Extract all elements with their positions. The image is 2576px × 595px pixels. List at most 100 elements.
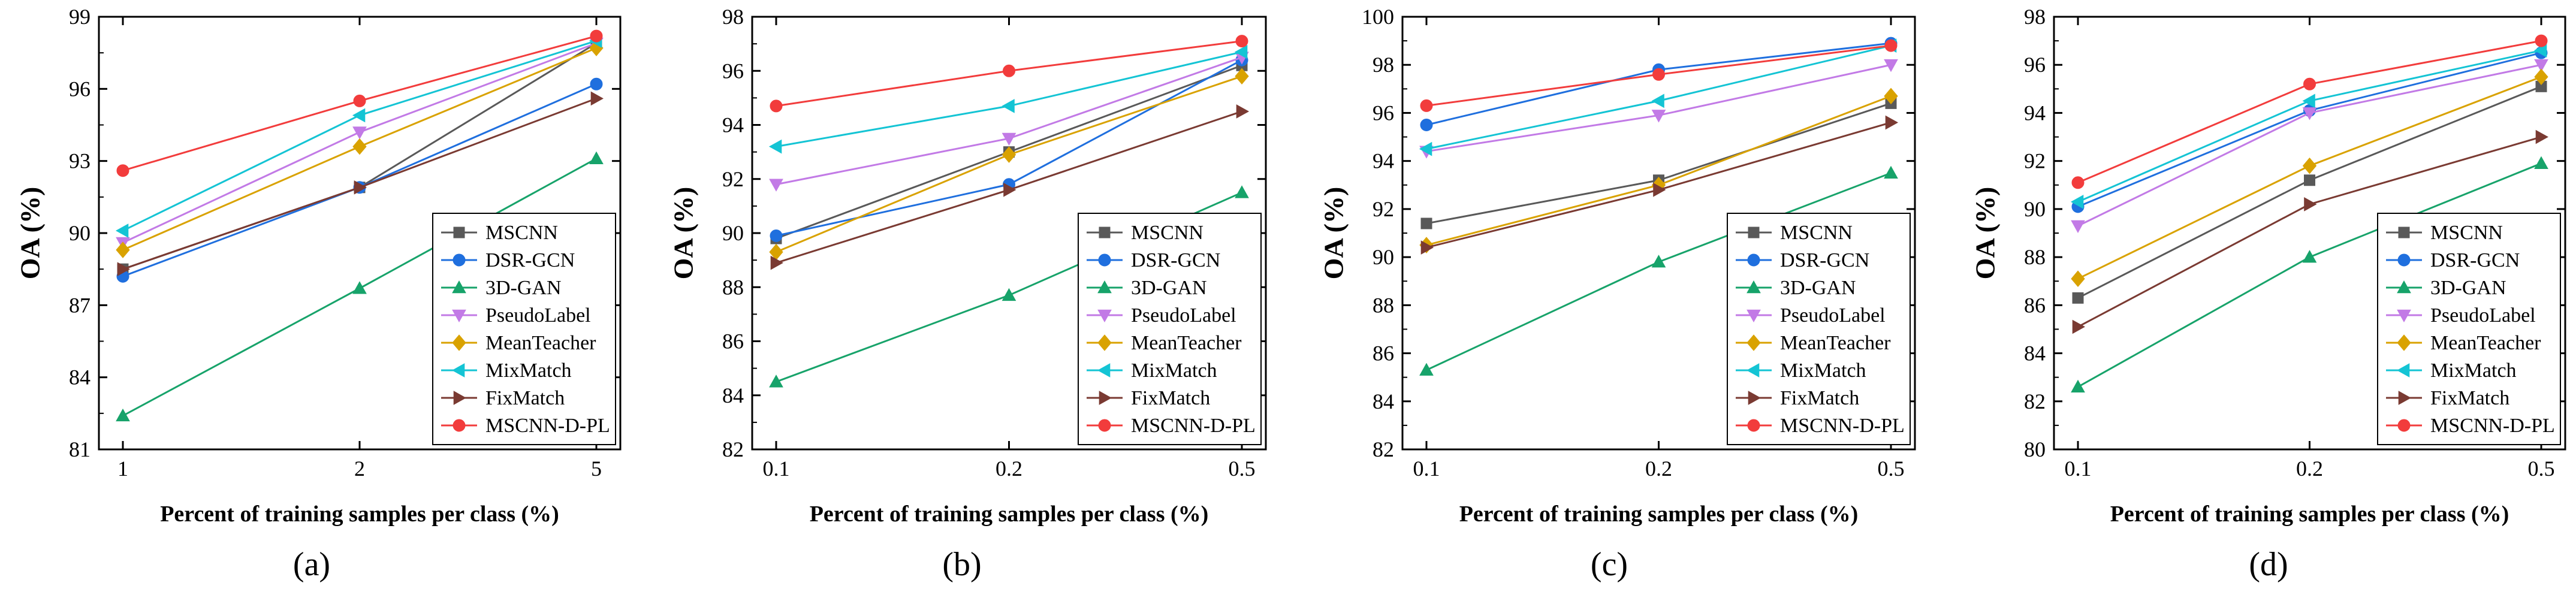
panel-caption: (c)	[1591, 546, 1628, 583]
panel-caption: (d)	[2249, 546, 2288, 583]
data-point-mscnn-2	[2304, 174, 2315, 186]
legend-label-mixmatch: MixMatch	[485, 360, 572, 382]
data-point-mscnn-d-pl-3	[1235, 35, 1248, 48]
legend-label-3d-gan: 3D-GAN	[485, 277, 562, 299]
legend-box	[1078, 213, 1262, 445]
y-tick-label: 84	[2024, 342, 2046, 366]
data-point-fixmatch-1	[770, 255, 784, 270]
data-point-dsr-gcn-3	[590, 77, 603, 90]
series-fixmatch	[770, 104, 1250, 270]
legend-label-meanteacher: MeanTeacher	[1780, 332, 1891, 354]
y-tick-label: 81	[69, 437, 91, 461]
series-3d-gan	[2071, 156, 2548, 393]
x-tick-label: 0.2	[996, 457, 1022, 481]
data-point-mscnn-1	[1420, 218, 1432, 229]
x-tick-label: 0.5	[1878, 457, 1905, 481]
legend-label-dsr-gcn: DSR-GCN	[1131, 249, 1220, 271]
series-mscnn	[2072, 80, 2547, 304]
data-point-meanteacher-2	[1002, 146, 1016, 163]
data-point-3d-gan-1	[2071, 379, 2085, 393]
data-point-mscnn-d-pl-2	[1003, 64, 1015, 77]
data-point-3d-gan-2	[1651, 255, 1666, 268]
data-point-pseudolabel-2	[352, 126, 367, 140]
x-axis-label: Percent of training samples per class (%…	[810, 502, 1209, 527]
panel-caption: (b)	[942, 546, 981, 583]
legend-marker-3d-gan	[1097, 280, 1112, 294]
data-point-mixmatch-3	[2533, 43, 2547, 58]
series-dsr-gcn	[2071, 46, 2548, 213]
y-tick-label: 84	[69, 366, 91, 389]
data-point-pseudolabel-3	[2534, 59, 2548, 73]
data-point-mscnn-d-pl-2	[2303, 77, 2316, 90]
y-axis-label: OA (%)	[1970, 187, 2001, 280]
data-point-mscnn-d-pl-2	[353, 94, 366, 107]
data-point-mscnn-1	[2072, 292, 2084, 304]
data-point-mixmatch-1	[115, 223, 129, 238]
legend-label-mscnn-d-pl: MSCNN-D-PL	[1131, 415, 1256, 437]
data-point-pseudolabel-2	[2302, 107, 2317, 120]
legend-box	[1727, 213, 1911, 445]
data-point-meanteacher-3	[1884, 87, 1898, 105]
data-point-fixmatch-2	[354, 180, 367, 195]
data-point-mixmatch-3	[1234, 44, 1248, 59]
legend-label-fixmatch: FixMatch	[1131, 387, 1210, 409]
legend-label-dsr-gcn: DSR-GCN	[2430, 249, 2520, 271]
legend-label-dsr-gcn: DSR-GCN	[485, 249, 575, 271]
legend-label-mixmatch: MixMatch	[1131, 360, 1217, 382]
series-mixmatch	[2070, 43, 2547, 209]
legend-marker-3d-gan	[1747, 280, 1761, 294]
chart-panel-3: 82 84 86 88 90 92 94 96 98 100 0.1 0.2 0.5 Percent of…	[1319, 5, 1916, 583]
legend-marker-dsr-gcn	[1747, 253, 1760, 267]
data-point-3d-gan-3	[1235, 185, 1249, 198]
legend-marker-mixmatch	[1746, 363, 1760, 377]
x-tick-label: 0.2	[1645, 457, 1672, 481]
legend-marker-3d-gan	[452, 280, 466, 294]
series-mixmatch	[768, 44, 1248, 154]
legend-label-pseudolabel: PseudoLabel	[485, 304, 591, 327]
series-meanteacher	[2071, 68, 2548, 287]
y-tick-label: 90	[722, 221, 744, 245]
legend-label-pseudolabel: PseudoLabel	[1131, 304, 1236, 327]
legend-marker-pseudolabel	[1747, 309, 1761, 323]
legend: MSCNN DSR-GCN 3D-GAN PseudoLabel MeanTeacher…	[2377, 213, 2561, 445]
legend-marker-pseudolabel	[1097, 309, 1112, 323]
y-tick-label: 90	[69, 221, 91, 245]
legend-label-mscnn-d-pl: MSCNN-D-PL	[2430, 415, 2555, 437]
chart-panel-2: 82 84 86 88 90 92 94 96 98 0.1 0.2 0.5 Percent of tr…	[668, 5, 1267, 583]
y-tick-label: 96	[2024, 53, 2046, 77]
y-tick-label: 92	[722, 167, 744, 191]
legend-marker-mixmatch	[451, 363, 465, 377]
data-point-mscnn-d-pl-1	[770, 99, 783, 113]
legend-marker-pseudolabel	[2397, 309, 2411, 323]
x-tick-label: 0.1	[763, 457, 790, 481]
y-tick-label: 80	[2024, 437, 2046, 461]
data-point-pseudolabel-2	[1651, 110, 1666, 123]
data-point-dsr-gcn-1	[770, 229, 783, 243]
y-axis-label: OA (%)	[668, 187, 699, 280]
legend-marker-mscnn-d-pl	[1747, 419, 1760, 432]
chart-panel-4: 80 82 84 86 88 90 92 94 96 98 0.1 0.2 0.5 Percent of …	[1970, 5, 2566, 583]
legend-label-3d-gan: 3D-GAN	[2430, 277, 2506, 299]
series-3d-gan	[116, 151, 604, 422]
data-point-3d-gan-2	[352, 281, 367, 294]
legend-marker-mscnn	[453, 226, 465, 238]
legend-label-dsr-gcn: DSR-GCN	[1780, 249, 1869, 271]
y-tick-label: 100	[1362, 5, 1394, 29]
series-mscnn-d-pl	[116, 29, 603, 177]
legend-label-mscnn: MSCNN	[2430, 222, 2503, 244]
legend-box	[2377, 213, 2561, 445]
y-tick-label: 98	[2024, 5, 2046, 29]
y-tick-label: 82	[2024, 389, 2046, 413]
legend-label-fixmatch: FixMatch	[1780, 387, 1859, 409]
y-tick-label: 96	[1373, 101, 1394, 125]
y-tick-label: 94	[2024, 101, 2046, 125]
data-point-3d-gan-2	[2302, 250, 2317, 263]
data-point-mixmatch-1	[1419, 141, 1432, 156]
data-point-fixmatch-1	[117, 262, 131, 277]
data-point-3d-gan-3	[1884, 165, 1898, 179]
data-point-dsr-gcn-1	[1420, 119, 1433, 131]
legend-box	[432, 213, 616, 445]
data-point-fixmatch-1	[1420, 240, 1434, 255]
series-mscnn-d-pl	[1420, 39, 1898, 112]
series-mscnn-d-pl	[2071, 34, 2548, 189]
